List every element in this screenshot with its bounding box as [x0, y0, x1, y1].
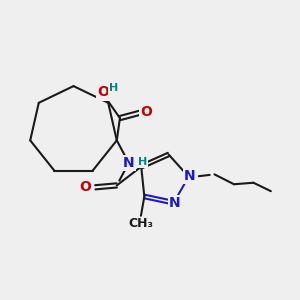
Text: O: O — [140, 105, 152, 119]
Text: O: O — [79, 180, 91, 194]
Text: N: N — [184, 169, 196, 183]
Text: O: O — [98, 85, 109, 99]
Text: N: N — [123, 156, 135, 170]
Text: H: H — [110, 83, 118, 93]
Text: CH₃: CH₃ — [128, 218, 154, 230]
Text: H: H — [138, 157, 148, 167]
Text: N: N — [169, 196, 181, 210]
